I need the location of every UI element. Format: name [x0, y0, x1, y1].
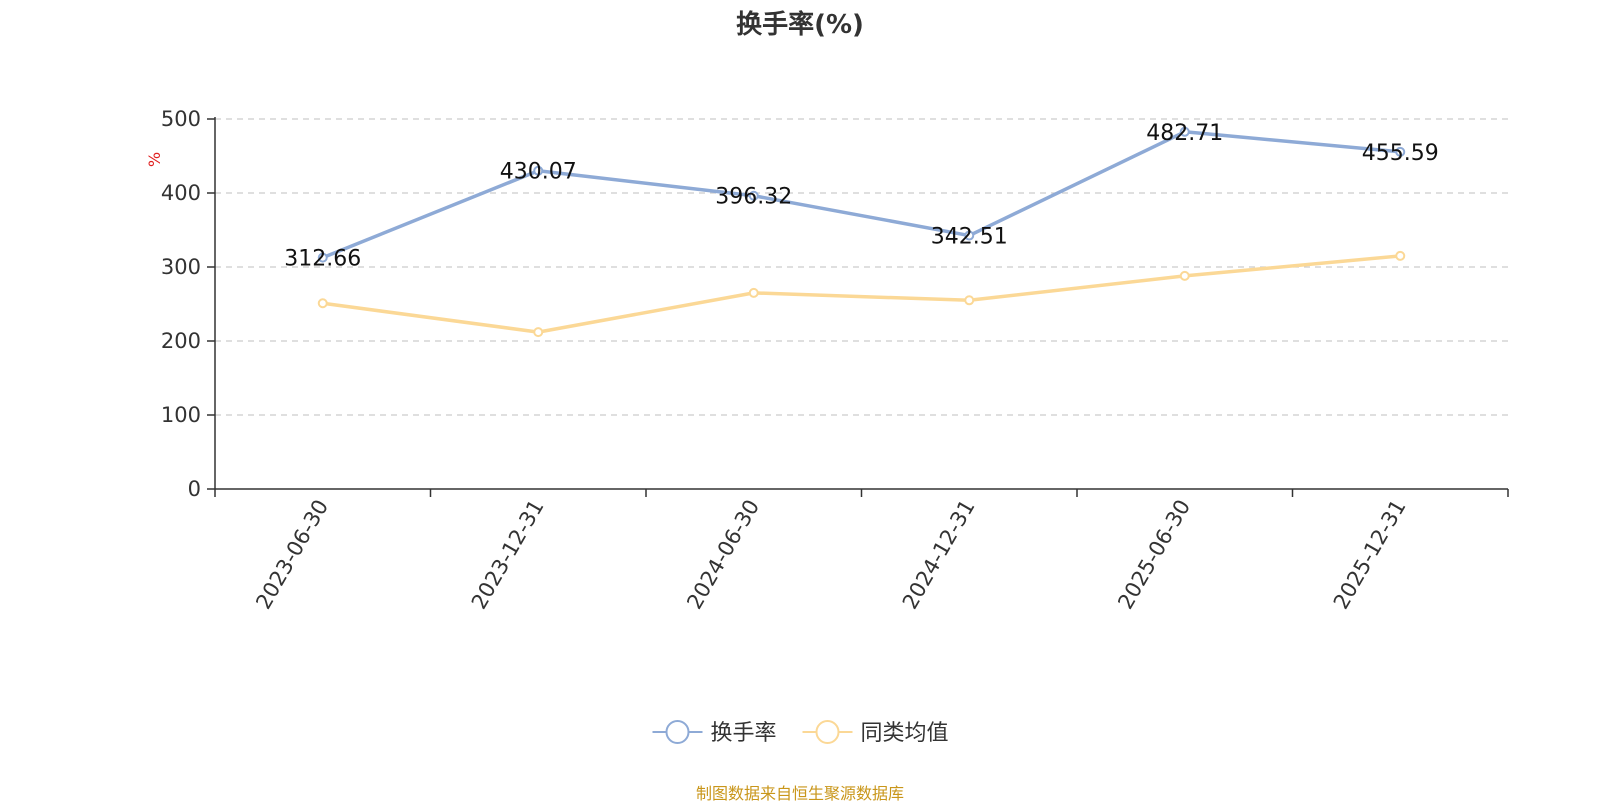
data-point [748, 190, 759, 201]
series-line-0 [321, 130, 1402, 260]
y-tick-label: 500 [161, 107, 201, 131]
legend-label: 同类均值 [861, 721, 949, 746]
data-point [317, 298, 328, 309]
x-tick-label: 2024-12-31 [898, 496, 980, 614]
legend-marker [815, 720, 840, 744]
data-label: 312.66 [284, 247, 361, 272]
data-point [317, 252, 328, 263]
chart-title: 换手率(%) [736, 10, 864, 40]
legend-label: 换手率 [711, 721, 777, 746]
data-label: 430.07 [500, 160, 577, 185]
legend-item-1: 同类均值 [802, 720, 949, 746]
x-tick-label: 2025-06-30 [1113, 496, 1195, 614]
data-point [533, 165, 544, 176]
series-line-1 [321, 254, 1402, 334]
y-tick-label: 400 [161, 181, 201, 205]
data-label: 396.32 [715, 185, 792, 210]
y-tick-label: 0 [188, 477, 201, 501]
legend-item-0: 换手率 [652, 720, 777, 746]
data-point [1179, 270, 1190, 281]
data-point [533, 327, 544, 338]
data-label: 342.51 [931, 225, 1008, 250]
legend-marker [665, 720, 690, 744]
x-tick-label: 2024-06-30 [682, 496, 764, 614]
data-label: 482.71 [1146, 121, 1223, 146]
data-point [1395, 250, 1406, 261]
x-tick-label: 2025-12-31 [1329, 496, 1411, 614]
data-label: 455.59 [1362, 141, 1439, 166]
data-point [964, 295, 975, 306]
x-tick-label: 2023-06-30 [251, 496, 333, 614]
data-point [964, 230, 975, 241]
x-tick-label: 2023-12-31 [467, 496, 549, 614]
y-tick-label: 100 [161, 403, 201, 427]
data-source-footer: 制图数据来自恒生聚源数据库 [695, 784, 904, 803]
data-point [748, 287, 759, 298]
data-point [1395, 146, 1406, 157]
y-tick-label: 200 [161, 329, 201, 353]
y-tick-label: 300 [161, 255, 201, 279]
data-point [1179, 126, 1190, 137]
